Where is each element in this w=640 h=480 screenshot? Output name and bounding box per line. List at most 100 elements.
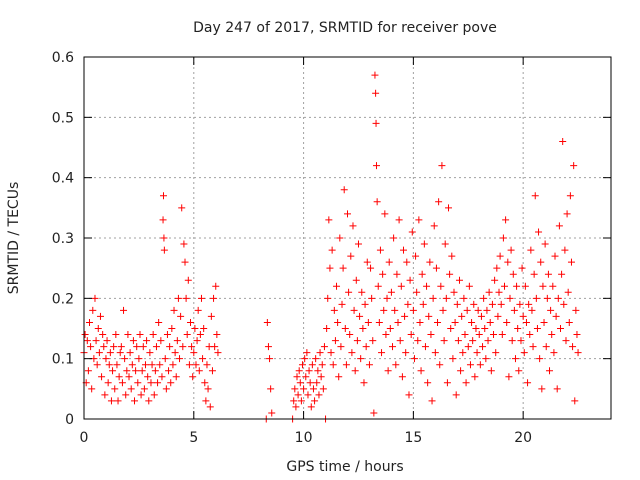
data-point [127, 385, 135, 393]
data-point [309, 385, 317, 393]
data-point [390, 234, 398, 242]
data-point [565, 318, 573, 326]
data-point [451, 318, 459, 326]
data-point [486, 318, 494, 326]
data-point [298, 361, 306, 369]
data-point [405, 391, 413, 399]
data-point [563, 210, 571, 218]
data-point [548, 331, 556, 339]
data-point [372, 162, 380, 170]
y-tick-label: 0.3 [52, 231, 74, 247]
data-point [530, 270, 538, 278]
data-point [546, 367, 554, 375]
data-point [140, 385, 148, 393]
data-point [206, 403, 214, 411]
data-point [173, 337, 181, 345]
data-point [382, 331, 390, 339]
data-point [443, 379, 451, 387]
data-point [109, 367, 117, 375]
data-point [368, 294, 376, 302]
data-point [339, 264, 347, 272]
data-point [163, 331, 171, 339]
data-point [494, 312, 502, 320]
data-point [300, 385, 308, 393]
data-point [134, 379, 142, 387]
data-point [96, 312, 104, 320]
data-point [328, 246, 336, 254]
data-points [80, 71, 582, 423]
data-point [441, 240, 449, 248]
data-point [372, 119, 380, 127]
data-point [413, 288, 421, 296]
data-point [125, 373, 133, 381]
data-point [480, 294, 488, 302]
data-point [473, 349, 481, 357]
data-point [202, 397, 210, 405]
data-point [165, 367, 173, 375]
data-point [213, 331, 221, 339]
data-point [445, 204, 453, 212]
data-point [363, 258, 371, 266]
data-point [521, 282, 529, 290]
data-point [503, 318, 511, 326]
data-point [349, 222, 357, 230]
data-point [186, 318, 194, 326]
y-tick-label: 0.2 [52, 291, 74, 307]
data-point [144, 373, 152, 381]
data-point [549, 282, 557, 290]
data-point [488, 300, 496, 308]
data-point [172, 373, 180, 381]
data-point [453, 300, 461, 308]
data-point [148, 361, 156, 369]
data-point [203, 361, 211, 369]
data-point [107, 397, 115, 405]
data-point [472, 325, 480, 332]
data-point [461, 331, 469, 339]
data-point [176, 355, 184, 363]
data-point [307, 403, 315, 411]
data-point [182, 294, 190, 302]
data-point [466, 361, 474, 369]
data-point [432, 264, 440, 272]
data-point [528, 306, 536, 314]
data-point [406, 276, 414, 284]
data-point [155, 318, 163, 326]
data-point [301, 355, 309, 363]
data-point [316, 349, 324, 357]
data-point [267, 385, 275, 393]
data-point [133, 343, 141, 351]
data-point [465, 282, 473, 290]
data-point [150, 391, 158, 399]
data-point [95, 349, 103, 357]
data-point [442, 294, 450, 302]
data-point [154, 379, 162, 387]
data-point [380, 306, 388, 314]
data-point [199, 355, 207, 363]
data-point [463, 306, 471, 314]
data-point [371, 71, 379, 79]
data-point [210, 294, 218, 302]
data-point [372, 89, 380, 97]
data-point [193, 337, 201, 345]
data-point [437, 282, 445, 290]
data-point [516, 300, 524, 308]
data-point [462, 379, 470, 387]
data-point [331, 337, 339, 345]
data-point [85, 318, 93, 326]
data-point [291, 385, 299, 393]
data-point [121, 355, 129, 363]
data-point [204, 385, 212, 393]
data-point [508, 337, 516, 345]
data-point [387, 288, 395, 296]
data-point [499, 234, 507, 242]
data-point [535, 228, 543, 236]
data-point [416, 318, 424, 326]
data-point [483, 306, 491, 314]
data-point [540, 318, 548, 326]
data-point [293, 373, 301, 381]
data-point [395, 216, 403, 224]
data-point [389, 343, 397, 351]
data-point [533, 325, 541, 332]
data-point [502, 216, 510, 224]
data-point [181, 258, 189, 266]
